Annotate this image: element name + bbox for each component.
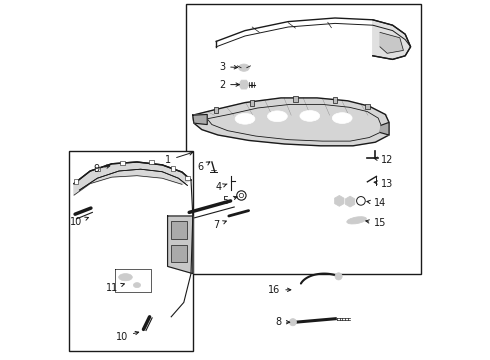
Polygon shape <box>380 32 403 53</box>
Text: 11: 11 <box>106 283 124 293</box>
Text: 15: 15 <box>366 218 386 228</box>
Ellipse shape <box>235 113 255 124</box>
Ellipse shape <box>300 111 319 121</box>
Text: 4: 4 <box>216 182 227 192</box>
Polygon shape <box>193 114 207 125</box>
Text: 8: 8 <box>275 317 290 327</box>
Ellipse shape <box>239 64 249 71</box>
Polygon shape <box>193 98 389 146</box>
Text: 10: 10 <box>70 217 88 228</box>
Text: 13: 13 <box>374 179 393 189</box>
Circle shape <box>335 273 342 280</box>
Bar <box>171 245 187 262</box>
Bar <box>214 107 219 113</box>
Bar <box>69 151 193 351</box>
Ellipse shape <box>268 111 287 122</box>
Bar <box>121 161 125 165</box>
Bar <box>185 176 190 180</box>
Bar <box>365 104 369 109</box>
Text: 10: 10 <box>116 332 139 342</box>
Text: 1: 1 <box>165 152 193 165</box>
Ellipse shape <box>133 283 141 288</box>
Bar <box>250 100 254 106</box>
Text: 14: 14 <box>367 198 386 208</box>
Bar <box>95 167 99 171</box>
Ellipse shape <box>347 217 367 224</box>
Bar <box>186 4 421 274</box>
Text: 7: 7 <box>214 220 226 230</box>
Text: 5: 5 <box>222 196 237 206</box>
Polygon shape <box>373 20 411 59</box>
Text: 12: 12 <box>374 155 393 165</box>
Bar <box>171 166 175 171</box>
Polygon shape <box>380 122 389 135</box>
Bar <box>171 221 187 239</box>
Bar <box>149 160 153 164</box>
Ellipse shape <box>119 274 132 281</box>
Text: 16: 16 <box>268 285 291 295</box>
Circle shape <box>289 319 296 326</box>
Bar <box>293 96 297 102</box>
Bar <box>74 179 78 184</box>
Ellipse shape <box>332 113 352 123</box>
Text: 9: 9 <box>93 164 110 174</box>
Text: 3: 3 <box>219 62 238 72</box>
Polygon shape <box>168 216 193 274</box>
Bar <box>333 97 337 103</box>
Polygon shape <box>74 162 191 195</box>
Text: 6: 6 <box>197 162 210 172</box>
Text: 2: 2 <box>219 80 239 90</box>
